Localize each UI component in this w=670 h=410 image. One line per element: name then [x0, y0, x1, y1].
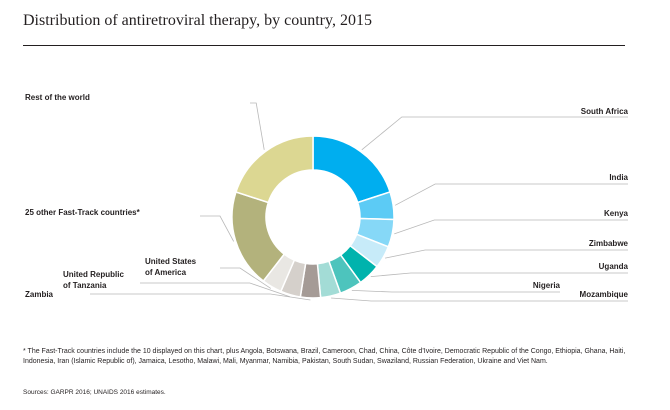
leader-india: [394, 183, 628, 206]
leader-mozambique: [331, 297, 628, 302]
slice-labels: South Africa India Kenya Zimbabwe Uganda Nige…: [25, 93, 629, 299]
label-south-africa: South Africa: [581, 107, 629, 116]
leader-kenya: [394, 219, 628, 235]
label-kenya: Kenya: [604, 209, 629, 218]
leader-lines: [90, 102, 628, 302]
leader-rest-of-the-world: [250, 102, 265, 150]
leader-zambia: [90, 293, 311, 301]
label-united-republic-of-tanzania: United Republic of Tanzania: [63, 270, 124, 290]
leader-uganda: [370, 272, 628, 278]
label-nigeria: Nigeria: [533, 281, 561, 290]
donut-chart: South Africa India Kenya Zimbabwe Uganda Nige…: [25, 93, 629, 302]
slice-rest-of-the-world: [235, 135, 314, 204]
label-india: India: [609, 173, 628, 182]
label-25-other-fast-track-countries: 25 other Fast-Track countries*: [25, 208, 141, 217]
leader-zimbabwe: [385, 249, 628, 259]
slice-south-africa: [312, 135, 391, 204]
label-rest-of-the-world: Rest of the world: [25, 93, 90, 102]
label-zimbabwe: Zimbabwe: [589, 239, 629, 248]
leader-nigeria: [351, 289, 560, 293]
sources-note: Sources: GARPR 2016; UNAIDS 2016 estimat…: [23, 389, 166, 396]
label-zambia: Zambia: [25, 290, 54, 299]
title-rule: [23, 45, 625, 46]
leader-25-other-fast-track-countries: [200, 215, 235, 242]
label-mozambique: Mozambique: [580, 290, 629, 299]
leader-south-africa: [361, 116, 628, 151]
footnote: * The Fast-Track countries include the 1…: [23, 348, 626, 365]
chart-title: Distribution of antiretroviral therapy, …: [23, 12, 372, 29]
leader-united-states-of-america: [220, 267, 271, 289]
label-uganda: Uganda: [599, 262, 629, 271]
label-united-states-of-america: United States of America: [145, 257, 197, 277]
leader-united-republic-of-tanzania: [140, 282, 290, 298]
donut-slices: [231, 135, 395, 299]
